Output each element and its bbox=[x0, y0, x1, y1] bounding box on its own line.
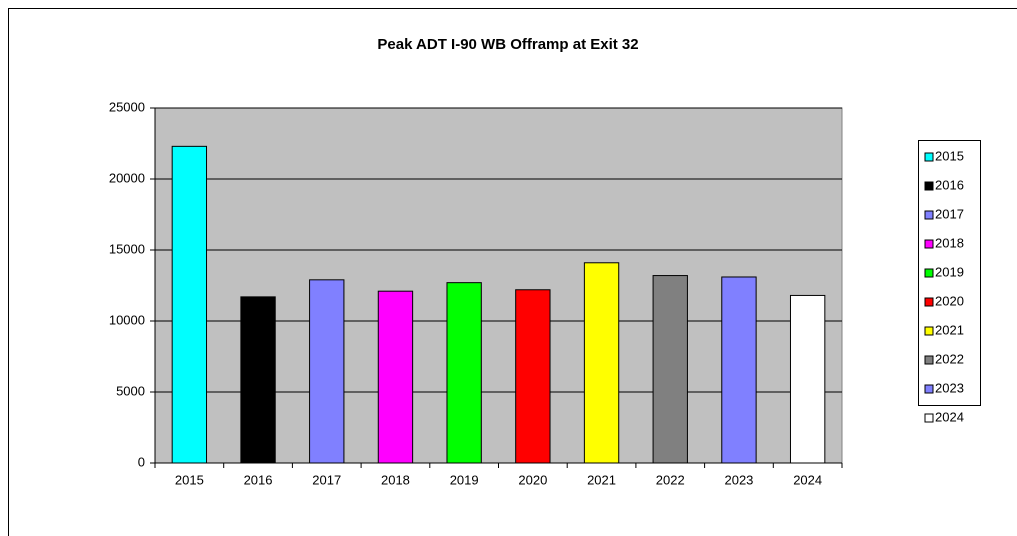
x-tick-label: 2015 bbox=[175, 472, 204, 487]
x-tick-label: 2024 bbox=[793, 472, 822, 487]
legend-label: 2015 bbox=[935, 148, 964, 163]
legend-label: 2023 bbox=[935, 380, 964, 395]
legend-label: 2024 bbox=[935, 409, 964, 424]
legend-label: 2022 bbox=[935, 351, 964, 366]
chart-title: Peak ADT I-90 WB Offramp at Exit 32 bbox=[377, 36, 638, 53]
legend-label: 2018 bbox=[935, 235, 964, 250]
bar bbox=[652, 275, 688, 464]
bar bbox=[446, 282, 482, 464]
x-tick-label: 2020 bbox=[518, 472, 547, 487]
y-tick-label: 5000 bbox=[116, 383, 145, 398]
bar bbox=[583, 262, 620, 464]
y-tick-label: 25000 bbox=[109, 99, 145, 114]
y-tick-label: 20000 bbox=[109, 170, 145, 185]
y-tick-label: 10000 bbox=[109, 312, 145, 327]
legend-swatch bbox=[924, 384, 934, 394]
legend-swatch bbox=[924, 181, 934, 191]
legend-label: 2021 bbox=[935, 322, 964, 337]
bar bbox=[515, 289, 551, 464]
bar bbox=[377, 290, 414, 464]
bar bbox=[721, 276, 757, 464]
x-tick-label: 2018 bbox=[381, 472, 410, 487]
x-tick-label: 2022 bbox=[656, 472, 685, 487]
legend-swatch bbox=[924, 152, 934, 162]
legend-swatch bbox=[924, 355, 934, 365]
legend-label: 2020 bbox=[935, 293, 964, 308]
y-tick-label: 0 bbox=[138, 454, 145, 469]
x-tick-label: 2019 bbox=[450, 472, 479, 487]
legend-swatch bbox=[924, 268, 934, 278]
bar bbox=[240, 296, 276, 464]
x-tick-label: 2021 bbox=[587, 472, 616, 487]
legend-swatch bbox=[924, 210, 934, 220]
legend-swatch bbox=[924, 297, 934, 307]
bar bbox=[309, 279, 345, 464]
x-tick-label: 2017 bbox=[312, 472, 341, 487]
legend-label: 2017 bbox=[935, 206, 964, 221]
legend-swatch bbox=[924, 239, 934, 249]
legend-label: 2019 bbox=[935, 264, 964, 279]
legend-swatch bbox=[924, 413, 934, 423]
y-tick-label: 15000 bbox=[109, 241, 145, 256]
bar bbox=[171, 145, 208, 464]
x-tick-label: 2016 bbox=[244, 472, 273, 487]
bar bbox=[789, 294, 826, 464]
legend-swatch bbox=[924, 326, 934, 336]
legend-label: 2016 bbox=[935, 177, 964, 192]
x-tick-label: 2023 bbox=[724, 472, 753, 487]
